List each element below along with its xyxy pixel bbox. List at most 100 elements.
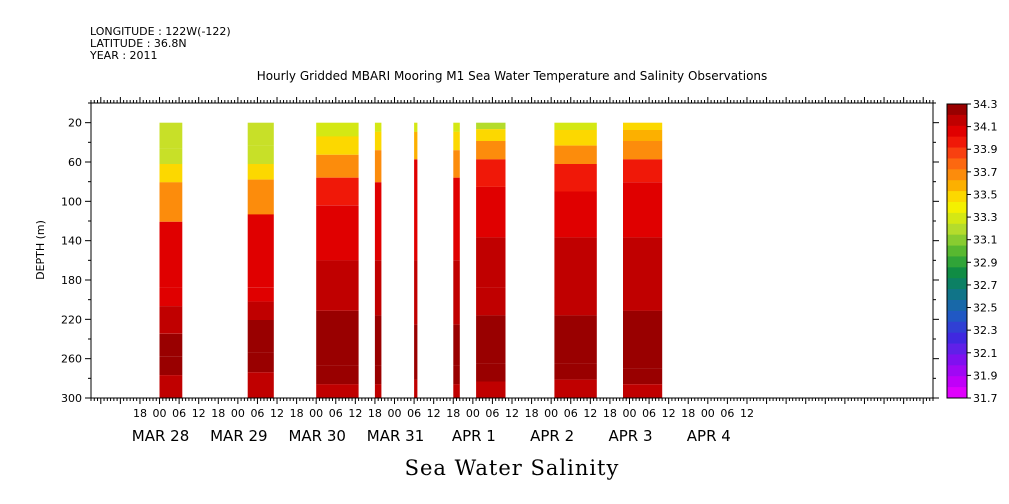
data-band [159,148,183,164]
data-segment [374,122,382,398]
data-band [374,131,382,151]
data-band [374,260,382,316]
data-band [554,297,597,316]
y-tick-label: 20 [68,117,82,130]
data-segment [247,122,274,398]
colorbar-swatch [947,114,967,127]
colorbar-swatch [947,267,967,279]
colorbar-swatch [947,300,967,312]
x-axis: 18 00 06 12 18 00 06 12 18 00 06 12 18 00 06 12 18 00 06 12… [90,97,934,445]
data-band [476,141,506,160]
data-segment [453,122,460,398]
colorbar-swatch [947,180,967,192]
colorbar-swatch [947,234,967,246]
colorbar-label: 33.9 [973,143,998,156]
data-band [623,130,663,141]
x-date-label: MAR 30 [288,427,345,445]
data-band [247,214,274,288]
latitude-label: LATITUDE : 36.8N [90,37,187,50]
data-band [623,384,663,398]
data-band [374,384,382,398]
data-band [374,182,382,261]
y-tick-label: 60 [68,156,82,169]
data-band [476,381,506,398]
colorbar-label: 32.9 [973,256,998,269]
data-band [374,365,382,385]
data-band [159,221,183,288]
data-band [316,384,359,398]
x-tick-label: 00 [231,407,245,420]
colorbar-swatch [947,245,967,257]
x-tick-label: 06 [250,407,264,420]
y-tick-label: 260 [61,353,82,366]
data-segment [159,122,183,398]
x-tick-label: 18 [446,407,460,420]
x-date-label: MAR 28 [132,427,189,445]
data-band [414,324,418,380]
data-band [476,159,506,187]
x-tick-label: 18 [211,407,225,420]
x-tick-label: 12 [192,407,206,420]
data-band [374,122,382,132]
data-band [554,191,597,238]
longitude-label: LONGITUDE : 122W(-122) [90,25,231,38]
data-segment [414,122,418,398]
data-band [554,130,597,146]
data-band [623,310,663,369]
colorbar-swatch [947,104,967,116]
colorbar-swatch [947,365,967,377]
colorbar-swatch [947,343,967,355]
x-tick-label: 00 [309,407,323,420]
data-band [247,122,274,146]
x-tick-label: 18 [368,407,382,420]
colorbar-swatch [947,125,967,138]
x-tick-label: 00 [544,407,558,420]
y-axis-label: DEPTH (m) [34,220,47,280]
data-band [316,154,359,178]
colorbar-swatch [947,136,967,148]
data-band [623,368,663,385]
y-tick-label: 140 [61,235,82,248]
data-band [159,375,183,398]
colorbar-swatch [947,278,967,290]
data-band [247,301,274,320]
x-tick-label: 00 [701,407,715,420]
data-band [623,182,663,238]
x-tick-label: 18 [603,407,617,420]
data-band [159,122,183,149]
colorbar-swatch [947,321,967,334]
x-tick-label: 00 [466,407,480,420]
x-date-label: MAR 29 [210,427,267,445]
data-segment [476,122,506,398]
y-tick-label: 300 [61,392,82,405]
x-tick-label: 06 [642,407,656,420]
colorbar-label: 32.1 [973,347,998,360]
colorbar-label: 34.3 [973,98,998,111]
y-tick-label: 220 [61,313,82,326]
data-band [247,287,274,302]
colorbar-swatch [947,376,967,388]
x-tick-label: 00 [388,407,402,420]
colorbar-label: 32.5 [973,302,998,315]
data-layer [159,122,663,398]
data-band [476,287,506,316]
data-band [247,320,274,353]
data-band [554,315,597,364]
data-band [414,131,418,160]
data-band [476,315,506,364]
data-band [453,177,460,261]
x-tick-label: 06 [407,407,421,420]
data-band [476,363,506,382]
data-band [414,159,418,261]
data-band [316,205,359,261]
x-tick-label: 00 [153,407,167,420]
data-band [247,145,274,164]
data-band [623,292,663,311]
x-date-label: APR 1 [452,427,496,445]
data-band [453,122,460,132]
data-band [316,260,359,311]
data-band [554,363,597,380]
colorbar-swatch [947,191,967,203]
data-band [247,372,274,398]
data-band [554,145,597,164]
